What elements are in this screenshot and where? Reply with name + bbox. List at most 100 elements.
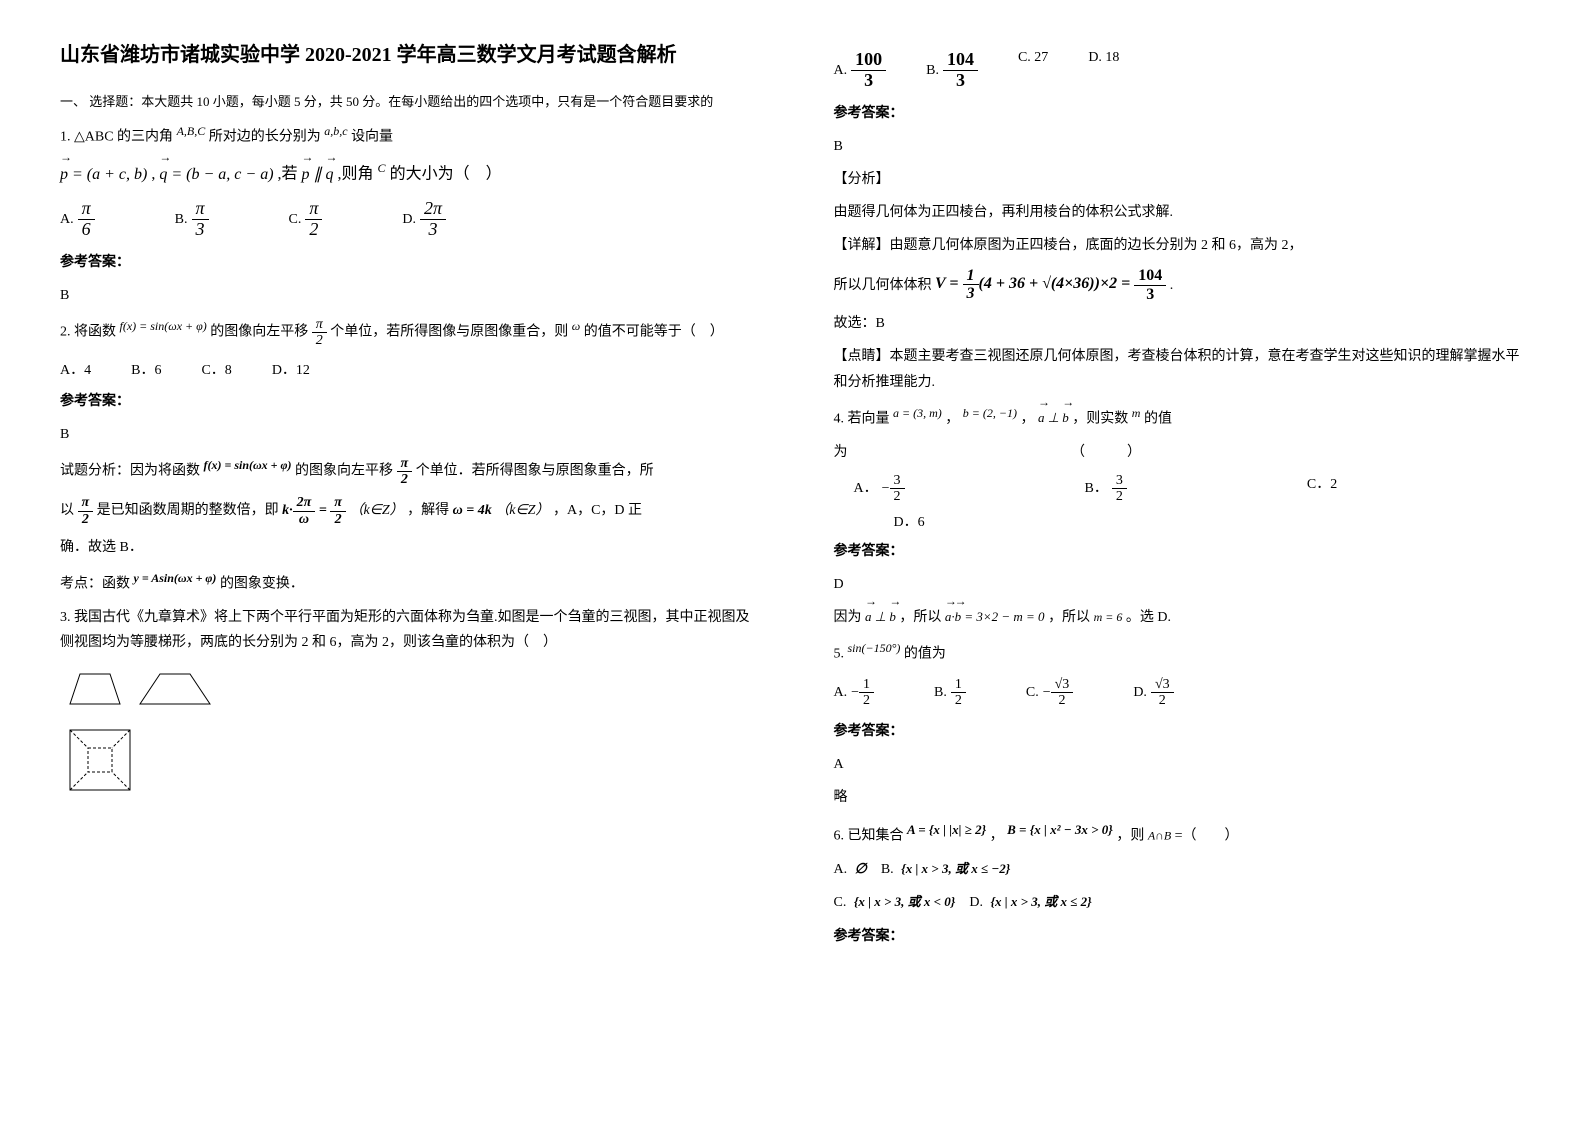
q4-text: 4. 若向量 [834, 411, 890, 426]
q6-B: B = {x | x² − 3x > 0} [1007, 822, 1113, 837]
option-d: D.2π3 [402, 199, 446, 240]
q1-options: A.π6 B.π3 C.π2 D.2π3 [60, 199, 754, 240]
neg: − [882, 481, 890, 496]
q4-perp: a ⊥ b [1038, 410, 1069, 425]
vector-p-icon: p [302, 161, 310, 190]
right-column: A.1003 B.1043 C. 27 D. 18 参考答案： B 【分析】 由… [834, 40, 1528, 957]
option-a: ∅ [855, 862, 867, 877]
frac-den: ω [293, 512, 316, 527]
q1-abc: A,B,C [177, 124, 206, 138]
option-d: D. 18 [1088, 50, 1119, 91]
frac-num: 104 [1134, 267, 1166, 286]
q3-analysis: 由题得几何体为正四棱台，再利用棱台的体积公式求解. [834, 200, 1528, 225]
frac-num: 1 [951, 677, 966, 693]
q3-point: 【点睛】本题主要考查三视图还原几何体原图，考查棱台体积的计算，意在考查学生对这些… [834, 344, 1528, 394]
frac-num: 2π [420, 199, 446, 220]
frac-den: 3 [1134, 286, 1166, 304]
q4-answer: D [834, 572, 1528, 597]
q3-stem: 3. 我国古代《九章算术》将上下两个平行平面为矩形的六面体称为刍童.如图是一个刍… [60, 605, 754, 655]
frac-den: 2 [312, 333, 327, 348]
option-b: B．32 [1085, 473, 1127, 505]
label-d: D. [969, 895, 983, 910]
option-b: B.π3 [175, 199, 209, 240]
vector-p-icon: p [60, 161, 68, 190]
q2-fx: f(x) = sin(ωx + φ) [120, 319, 207, 333]
q5-omit: 略 [834, 785, 1528, 810]
q2-keypoint: 考点：函数 y = Asin(ωx + φ) 的图象变换． [60, 568, 754, 597]
q4-paren: （ ） [1071, 445, 1141, 460]
q3-text: 所以几何体体积 [834, 277, 932, 292]
q6-text: ， [990, 829, 1004, 844]
q1-text: 设向量 [351, 130, 393, 145]
option-d: D．6 [894, 515, 925, 530]
frac-num: √3 [1151, 677, 1174, 693]
q4-dot: a·b = 3×2 − m = 0 [945, 609, 1045, 624]
frac-num: 104 [943, 50, 978, 71]
q4-options: A．−32 B．32 C．2 D．6 [854, 473, 1528, 531]
q2-explain2: 以 π2 是已知函数周期的整数倍，即 k·2πω = π2 （k∈Z） ，解得 … [60, 495, 754, 527]
q4-text: 为 [834, 445, 848, 460]
frac-num: π [78, 199, 95, 220]
frac-den: 2 [859, 693, 874, 708]
frac-num: π [397, 456, 413, 472]
q3-formula: V = 13(4 + 36 + √(4×36))×2 = [935, 275, 1134, 292]
q2-fx: f(x) = sin(ωx + φ) [204, 458, 292, 472]
frac-num: π [78, 495, 94, 511]
answer-label: 参考答案： [834, 539, 1528, 564]
q2-text: ，解得 [407, 503, 449, 518]
q6-text: ，则 [1116, 829, 1144, 844]
frac-num: 3 [1112, 473, 1127, 489]
q4-m: m [1132, 406, 1141, 420]
q2-explain3: 确．故选 B． [60, 535, 754, 560]
label-a: A. [834, 685, 848, 700]
label-b: B. [926, 63, 939, 78]
frac-den: 2 [305, 220, 322, 240]
q6-options-cd: C. {x | x > 3, 或 x < 0} D. {x | x > 3, 或… [834, 890, 1528, 915]
q2-text: 2. 将函数 [60, 325, 116, 340]
q4-stem: 4. 若向量 a = (3, m) ， b = (2, −1) ， a ⊥ b … [834, 403, 1528, 432]
q2-text: 以 [60, 503, 74, 518]
frac-num: 3 [890, 473, 905, 489]
frac-num: √3 [1051, 677, 1074, 693]
answer-label: 参考答案： [60, 389, 754, 414]
q5-text: 的值为 [904, 647, 946, 662]
q2-k: k· [282, 503, 293, 518]
q2-text: ，A，C，D 正 [553, 503, 642, 518]
q3-volume: 所以几何体体积 V = 13(4 + 36 + √(4×36))×2 = 104… [834, 267, 1528, 304]
q4-stem2: 为 （ ） [834, 440, 1528, 465]
option-c: C．2 [1307, 473, 1337, 505]
q2-text: 的图象变换． [220, 577, 304, 592]
label-a: A. [834, 862, 848, 877]
frac-den: 3 [420, 220, 446, 240]
q5-stem: 5. sin(−150°) 的值为 [834, 638, 1528, 667]
frac-num: π [312, 317, 327, 333]
label-a: A． [854, 481, 878, 496]
label-b: B. [934, 685, 947, 700]
q3-conclude: 故选：B [834, 311, 1528, 336]
q4-text: ，所以 [1048, 610, 1090, 625]
option-d: D．12 [272, 359, 310, 379]
q1-C: C [378, 161, 386, 175]
frac-num: π [330, 495, 346, 511]
q4-text: 。选 D. [1126, 610, 1171, 625]
frac-num: 1 [859, 677, 874, 693]
option-a: A.π6 [60, 199, 95, 240]
frac-den: 3 [943, 71, 978, 91]
q4-text: ，所以 [899, 610, 941, 625]
option-b: {x | x > 3, 或 x ≤ −2} [901, 861, 1010, 876]
q2-text: 的图像向左平移 [210, 325, 308, 340]
q1-answer: B [60, 283, 754, 308]
q2-text: 的图象向左平移 [295, 464, 393, 479]
q4-b: b = (2, −1) [963, 406, 1017, 420]
option-c: C．8 [201, 359, 231, 379]
page-title: 山东省潍坊市诸城实验中学 2020-2021 学年高三数学文月考试题含解析 [60, 40, 754, 70]
q5-answer: A [834, 752, 1528, 777]
vector-q-icon: q [326, 161, 334, 190]
q6-AiB: A∩B [1148, 829, 1171, 843]
q2-answer: B [60, 422, 754, 447]
option-b: B.12 [934, 677, 966, 709]
label-c: C. [1026, 685, 1039, 700]
q2-kz: （k∈Z） [349, 503, 403, 518]
option-a: A．4 [60, 359, 91, 379]
q6-options-ab: A. ∅ B. {x | x > 3, 或 x ≤ −2} [834, 857, 1528, 882]
